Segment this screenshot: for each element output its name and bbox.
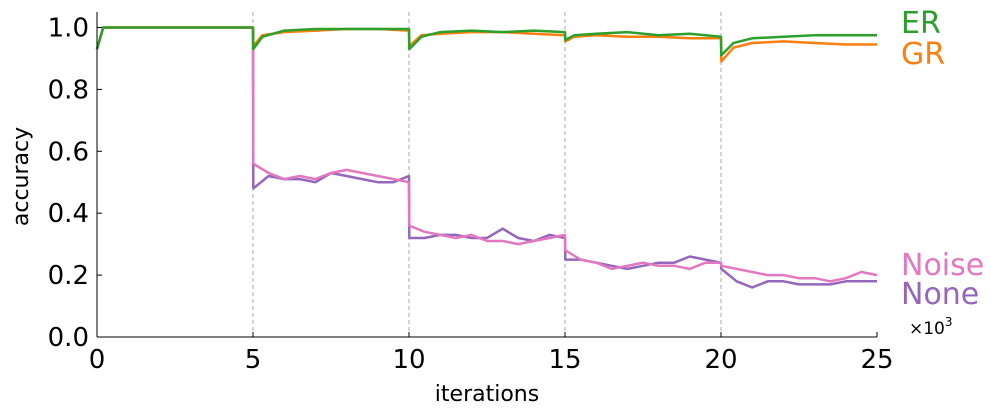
y-tick-label: 0.2 [48,261,89,291]
x-tick-label: 20 [704,345,737,375]
x-tick-label: 10 [392,345,425,375]
y-tick-label: 0.6 [48,137,89,167]
x-tick-label: 15 [548,345,581,375]
legend-none: None [901,277,979,312]
series-line-gr [95,26,877,63]
axes [96,12,877,338]
y-tick-label: 0.4 [48,199,89,229]
legend-noise: Noise [901,248,984,283]
x-ticks: 0 5 10 15 20 25 [89,332,894,375]
x-axis-multiplier: ×103 [909,315,953,339]
y-tick-label: 1.0 [48,13,89,43]
x-tick-label: 5 [245,345,262,375]
x-tick-label: 25 [860,345,893,375]
y-ticks: 0.0 0.2 0.4 0.6 0.8 1.0 [48,13,102,353]
task-boundary-lines [252,12,722,337]
y-tick-label: 0.0 [48,323,89,353]
series-line-noise [95,26,878,283]
series-line-er [95,26,877,57]
y-tick-label: 0.8 [48,75,89,105]
x-axis-label: iterations [435,382,539,407]
series-lines [95,26,878,289]
y-axis-label: accuracy [9,127,34,226]
legend-gr: GR [901,37,945,72]
x-tick-label: 0 [89,345,106,375]
legend-er: ER [901,6,941,41]
series-line-none [95,26,877,289]
